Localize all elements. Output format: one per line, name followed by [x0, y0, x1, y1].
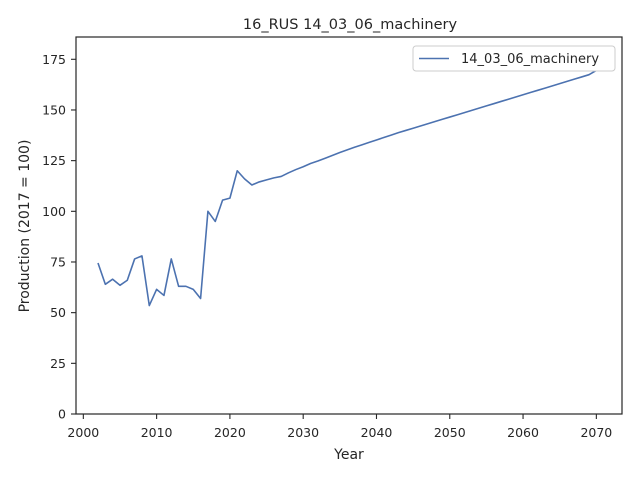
x-tick-label: 2020: [214, 425, 246, 440]
y-tick-label: 175: [42, 52, 66, 67]
x-tick-label: 2040: [361, 425, 393, 440]
series-line-machinery: [97, 69, 597, 307]
x-tick-label: 2060: [507, 425, 539, 440]
x-tick-label: 2010: [141, 425, 173, 440]
chart-title: 16_RUS 14_03_06_machinery: [243, 17, 458, 33]
y-axis-label: Production (2017 = 100): [17, 140, 33, 313]
axis-ticks: 2000 2010 2020 2030 2040 2050 2060 2070 0 25 50 75 1…: [42, 52, 612, 440]
y-tick-label: 150: [42, 102, 66, 117]
plot-frame: [75, 36, 623, 415]
y-tick-label: 25: [50, 356, 66, 371]
x-axis-label: Year: [333, 447, 364, 463]
legend: 14_03_06_machinery: [412, 45, 616, 72]
y-tick-label: 125: [42, 153, 66, 168]
legend-box: [412, 45, 616, 72]
x-tick-label: 2070: [580, 425, 612, 440]
x-tick-label: 2000: [67, 425, 99, 440]
legend-label: 14_03_06_machinery: [461, 52, 599, 67]
x-tick-label: 2050: [434, 425, 466, 440]
y-tick-label: 50: [50, 305, 66, 320]
x-tick-label: 2030: [287, 425, 319, 440]
y-tick-label: 0: [58, 407, 66, 422]
y-tick-label: 100: [42, 204, 66, 219]
y-tick-label: 75: [50, 254, 66, 269]
